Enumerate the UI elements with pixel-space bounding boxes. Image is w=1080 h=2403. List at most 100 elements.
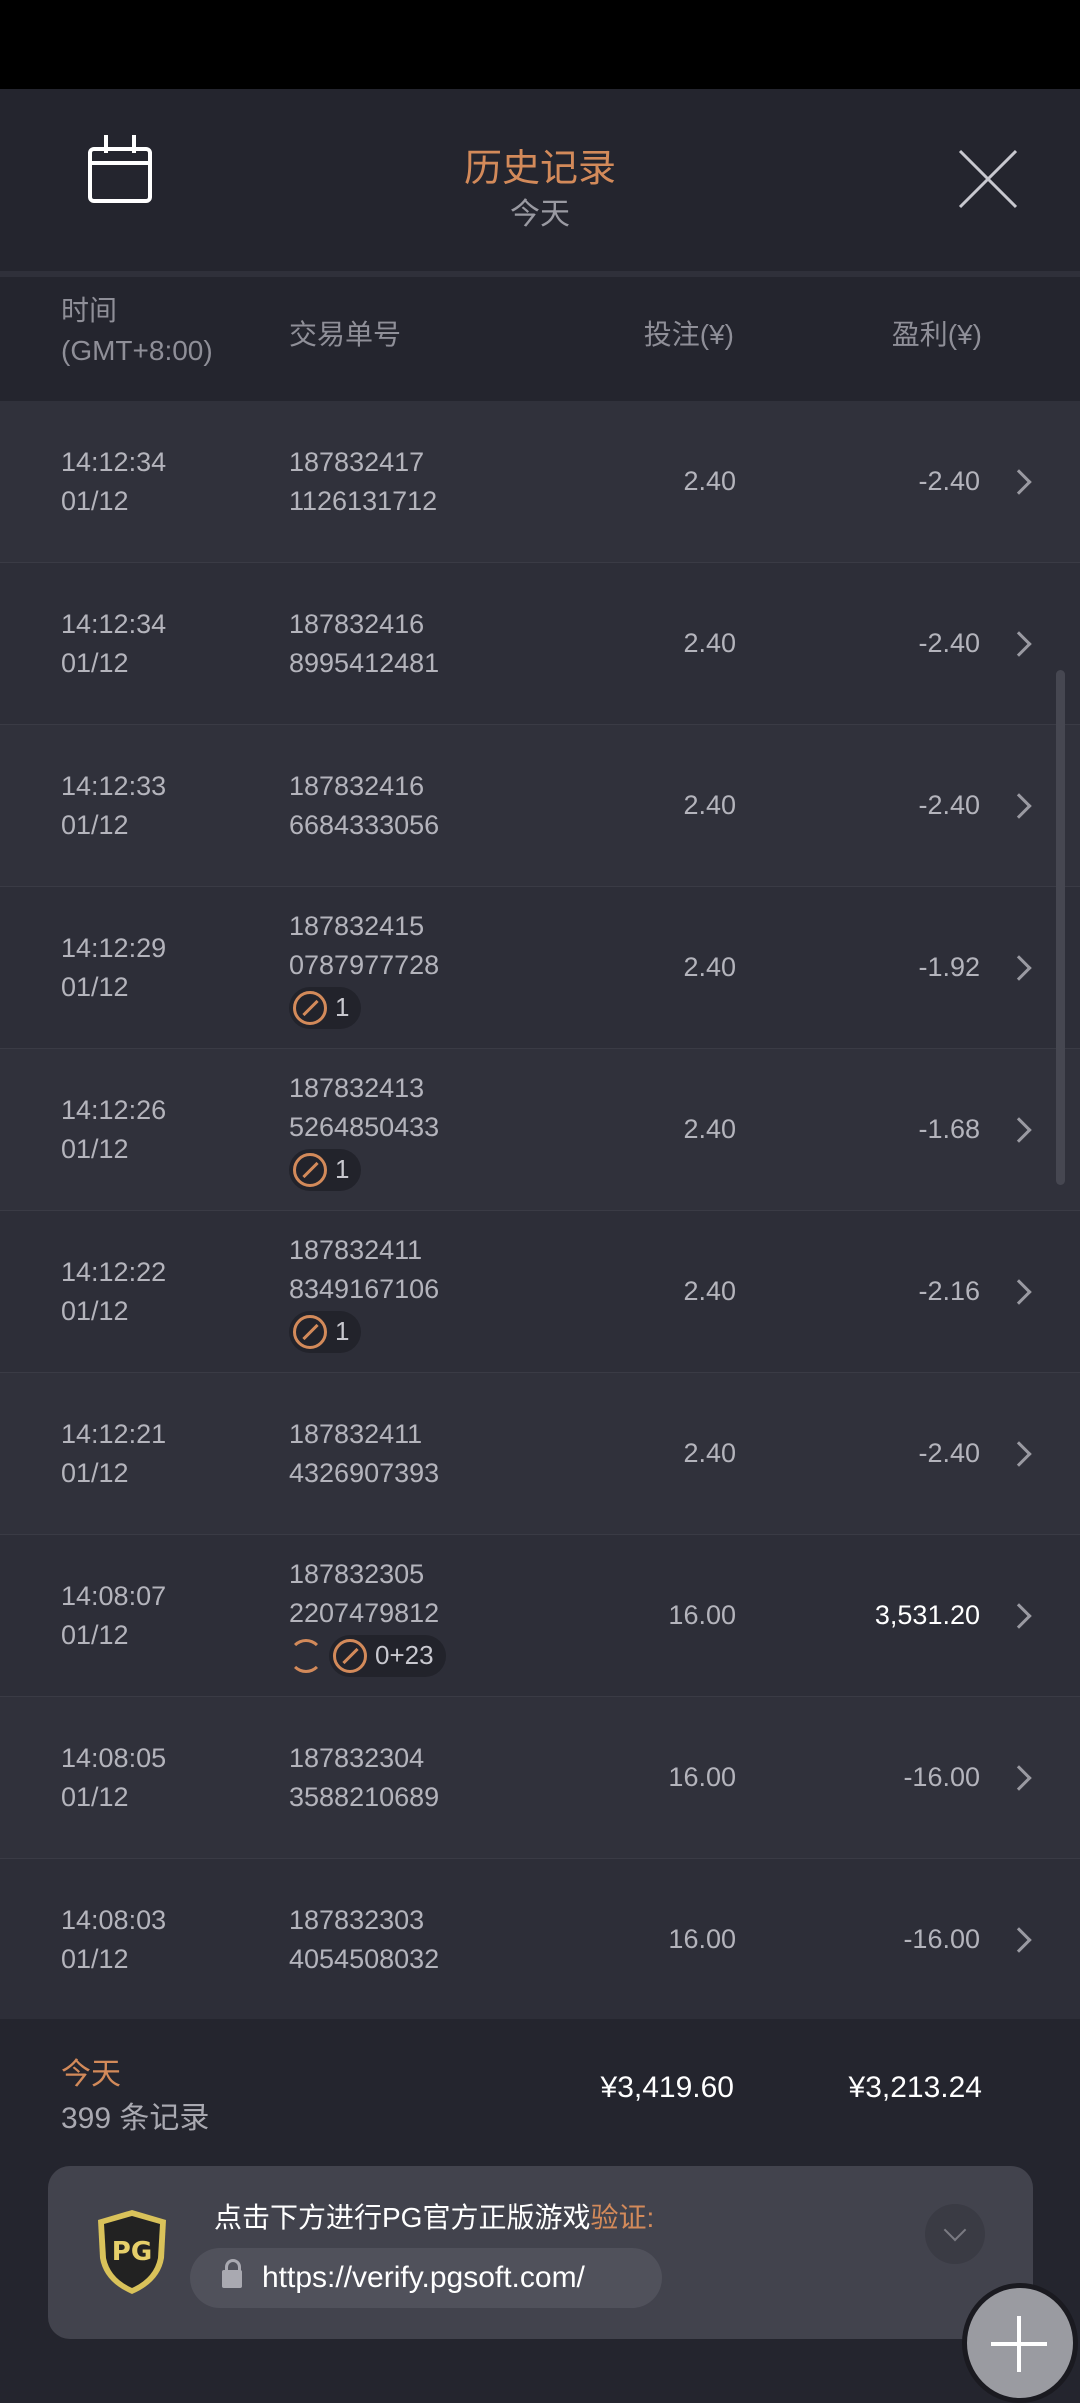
chevron-right-icon[interactable] <box>1006 468 1032 495</box>
row-transaction-id: 187832305 2207479812 0+23 <box>289 1555 446 1677</box>
row-bet: 2.40 <box>683 952 736 982</box>
time: 14:08:03 <box>61 1904 167 1935</box>
row-profit: -1.92 <box>918 952 980 982</box>
time: 14:12:21 <box>61 1418 167 1449</box>
table-row[interactable]: 14:12:21 01/12 187832411 4326907393 2.40 -2.4… <box>0 1373 1080 1535</box>
badge-count: 1 <box>335 992 350 1022</box>
table-row[interactable]: 14:12:29 01/12 187832415 0787977728 1 2.40 -1.… <box>0 887 1080 1049</box>
id-part2: 8349167106 <box>289 1273 440 1304</box>
row-bet: 2.40 <box>683 1438 736 1468</box>
date: 01/12 <box>61 1133 129 1164</box>
row-time: 14:12:34 01/12 <box>61 605 166 683</box>
table-row[interactable]: 14:08:07 01/12 187832305 2207479812 0+23 16.0… <box>0 1535 1080 1697</box>
row-profit: -2.40 <box>918 466 980 496</box>
table-row[interactable]: 14:08:03 01/12 187832303 4054508032 16.00 -16… <box>0 1859 1080 2021</box>
verify-banner: PG 点击下方进行PG官方正版游戏验证: https://verify.pgso… <box>48 2166 1033 2339</box>
row-time: 14:08:07 01/12 <box>61 1577 166 1655</box>
expand-arrows-icon <box>293 990 327 1025</box>
verify-text-highlight: 验证: <box>590 2202 655 2233</box>
row-transaction-id: 187832411 8349167106 1 <box>289 1231 439 1353</box>
status-bar <box>0 0 1080 89</box>
id-part1: 187832413 <box>289 1072 425 1103</box>
row-transaction-id: 187832416 8995412481 <box>289 605 439 683</box>
chevron-right-icon[interactable] <box>1006 1926 1032 1953</box>
chevron-right-icon[interactable] <box>1006 1116 1032 1143</box>
row-transaction-id: 187832304 3588210689 <box>289 1739 439 1817</box>
scrollbar[interactable] <box>1056 670 1065 1185</box>
record-count: 399 条记录 <box>61 2102 210 2135</box>
row-profit: 3,531.20 <box>874 1600 980 1630</box>
id-part1: 187832411 <box>289 1234 423 1265</box>
table-row[interactable]: 14:12:34 01/12 187832417 1126131712 2.40 -2.4… <box>0 401 1080 563</box>
calendar-icon[interactable] <box>88 135 152 203</box>
close-icon[interactable] <box>958 149 1018 209</box>
row-time: 14:08:05 01/12 <box>61 1739 166 1817</box>
row-badges: 1 <box>289 986 439 1029</box>
row-profit: -1.68 <box>918 1114 980 1144</box>
row-bet: 2.40 <box>683 466 736 496</box>
expand-chevron-icon[interactable] <box>925 2204 985 2264</box>
total-bet: ¥3,419.60 <box>600 2071 734 2104</box>
id-part1: 187832411 <box>289 1418 423 1449</box>
table-row[interactable]: 14:08:05 01/12 187832304 3588210689 16.00 -16… <box>0 1697 1080 1859</box>
badge-count: 1 <box>335 1154 350 1184</box>
date: 01/12 <box>61 809 129 840</box>
id-part1: 187832417 <box>289 446 425 477</box>
time: 14:12:26 <box>61 1094 167 1125</box>
id-part2: 4326907393 <box>289 1457 440 1488</box>
row-transaction-id: 187832411 4326907393 <box>289 1415 439 1493</box>
time: 14:12:29 <box>61 932 167 963</box>
row-time: 14:12:34 01/12 <box>61 443 166 521</box>
row-badges: 0+23 <box>289 1634 446 1677</box>
verify-url-link[interactable]: https://verify.pgsoft.com/ <box>190 2248 662 2308</box>
history-list: 14:12:34 01/12 187832417 1126131712 2.40 -2.4… <box>0 401 1080 2021</box>
chevron-right-icon[interactable] <box>1006 1278 1032 1305</box>
chevron-right-icon[interactable] <box>1006 1602 1032 1629</box>
expand-arrows-icon <box>293 1152 327 1187</box>
row-profit: -2.16 <box>918 1276 980 1306</box>
date-range-label: 今天 <box>510 198 570 231</box>
id-part1: 187832415 <box>289 910 425 941</box>
badge-count: 0+23 <box>375 1640 434 1670</box>
row-transaction-id: 187832415 0787977728 1 <box>289 907 439 1029</box>
date: 01/12 <box>61 1295 129 1326</box>
row-badges: 1 <box>289 1148 439 1191</box>
id-part2: 2207479812 <box>289 1597 440 1628</box>
chevron-right-icon[interactable] <box>1006 630 1032 657</box>
col-id: 交易单号 <box>289 319 402 350</box>
table-row[interactable]: 14:12:26 01/12 187832413 5264850433 1 2.40 -1.… <box>0 1049 1080 1211</box>
table-row[interactable]: 14:12:22 01/12 187832411 8349167106 1 2.40 -2.… <box>0 1211 1080 1373</box>
chevron-right-icon[interactable] <box>1006 954 1032 981</box>
divider <box>0 271 1080 277</box>
row-transaction-id: 187832417 1126131712 <box>289 443 437 521</box>
chevron-right-icon[interactable] <box>1006 1440 1032 1467</box>
expand-arrows-icon <box>333 1638 367 1673</box>
row-bet: 2.40 <box>683 1276 736 1306</box>
table-row[interactable]: 14:12:34 01/12 187832416 8995412481 2.40 -2.4… <box>0 563 1080 725</box>
time: 14:12:34 <box>61 608 167 639</box>
free-spin-badge: 1 <box>289 1148 362 1191</box>
id-part2: 0787977728 <box>289 949 440 980</box>
time: 14:12:34 <box>61 446 167 477</box>
row-time: 14:12:33 01/12 <box>61 767 166 845</box>
id-part1: 187832303 <box>289 1904 425 1935</box>
col-bet: 投注(¥) <box>643 319 734 350</box>
row-time: 14:08:03 01/12 <box>61 1901 166 1979</box>
row-profit: -2.40 <box>918 1438 980 1468</box>
id-part2: 6684333056 <box>289 809 440 840</box>
table-row[interactable]: 14:12:33 01/12 187832416 6684333056 2.40 -2.4… <box>0 725 1080 887</box>
floating-plus-button[interactable] <box>962 2283 1078 2403</box>
expand-arrows-icon <box>293 1314 327 1349</box>
page-title: 历史记录 <box>463 148 616 190</box>
row-time: 14:12:22 01/12 <box>61 1253 166 1331</box>
chevron-right-icon[interactable] <box>1006 1764 1032 1791</box>
summary: 今天 399 条记录 ¥3,419.60 ¥3,213.24 <box>0 2019 1080 2165</box>
verify-url: https://verify.pgsoft.com/ <box>262 2261 585 2294</box>
free-spin-badge: 0+23 <box>329 1634 446 1677</box>
free-spin-badge: 1 <box>289 1310 362 1353</box>
total-profit: ¥3,213.24 <box>848 2071 982 2104</box>
row-time: 14:12:26 01/12 <box>61 1091 166 1169</box>
chevron-right-icon[interactable] <box>1006 792 1032 819</box>
date: 01/12 <box>61 647 129 678</box>
free-spin-badge: 1 <box>289 986 362 1029</box>
